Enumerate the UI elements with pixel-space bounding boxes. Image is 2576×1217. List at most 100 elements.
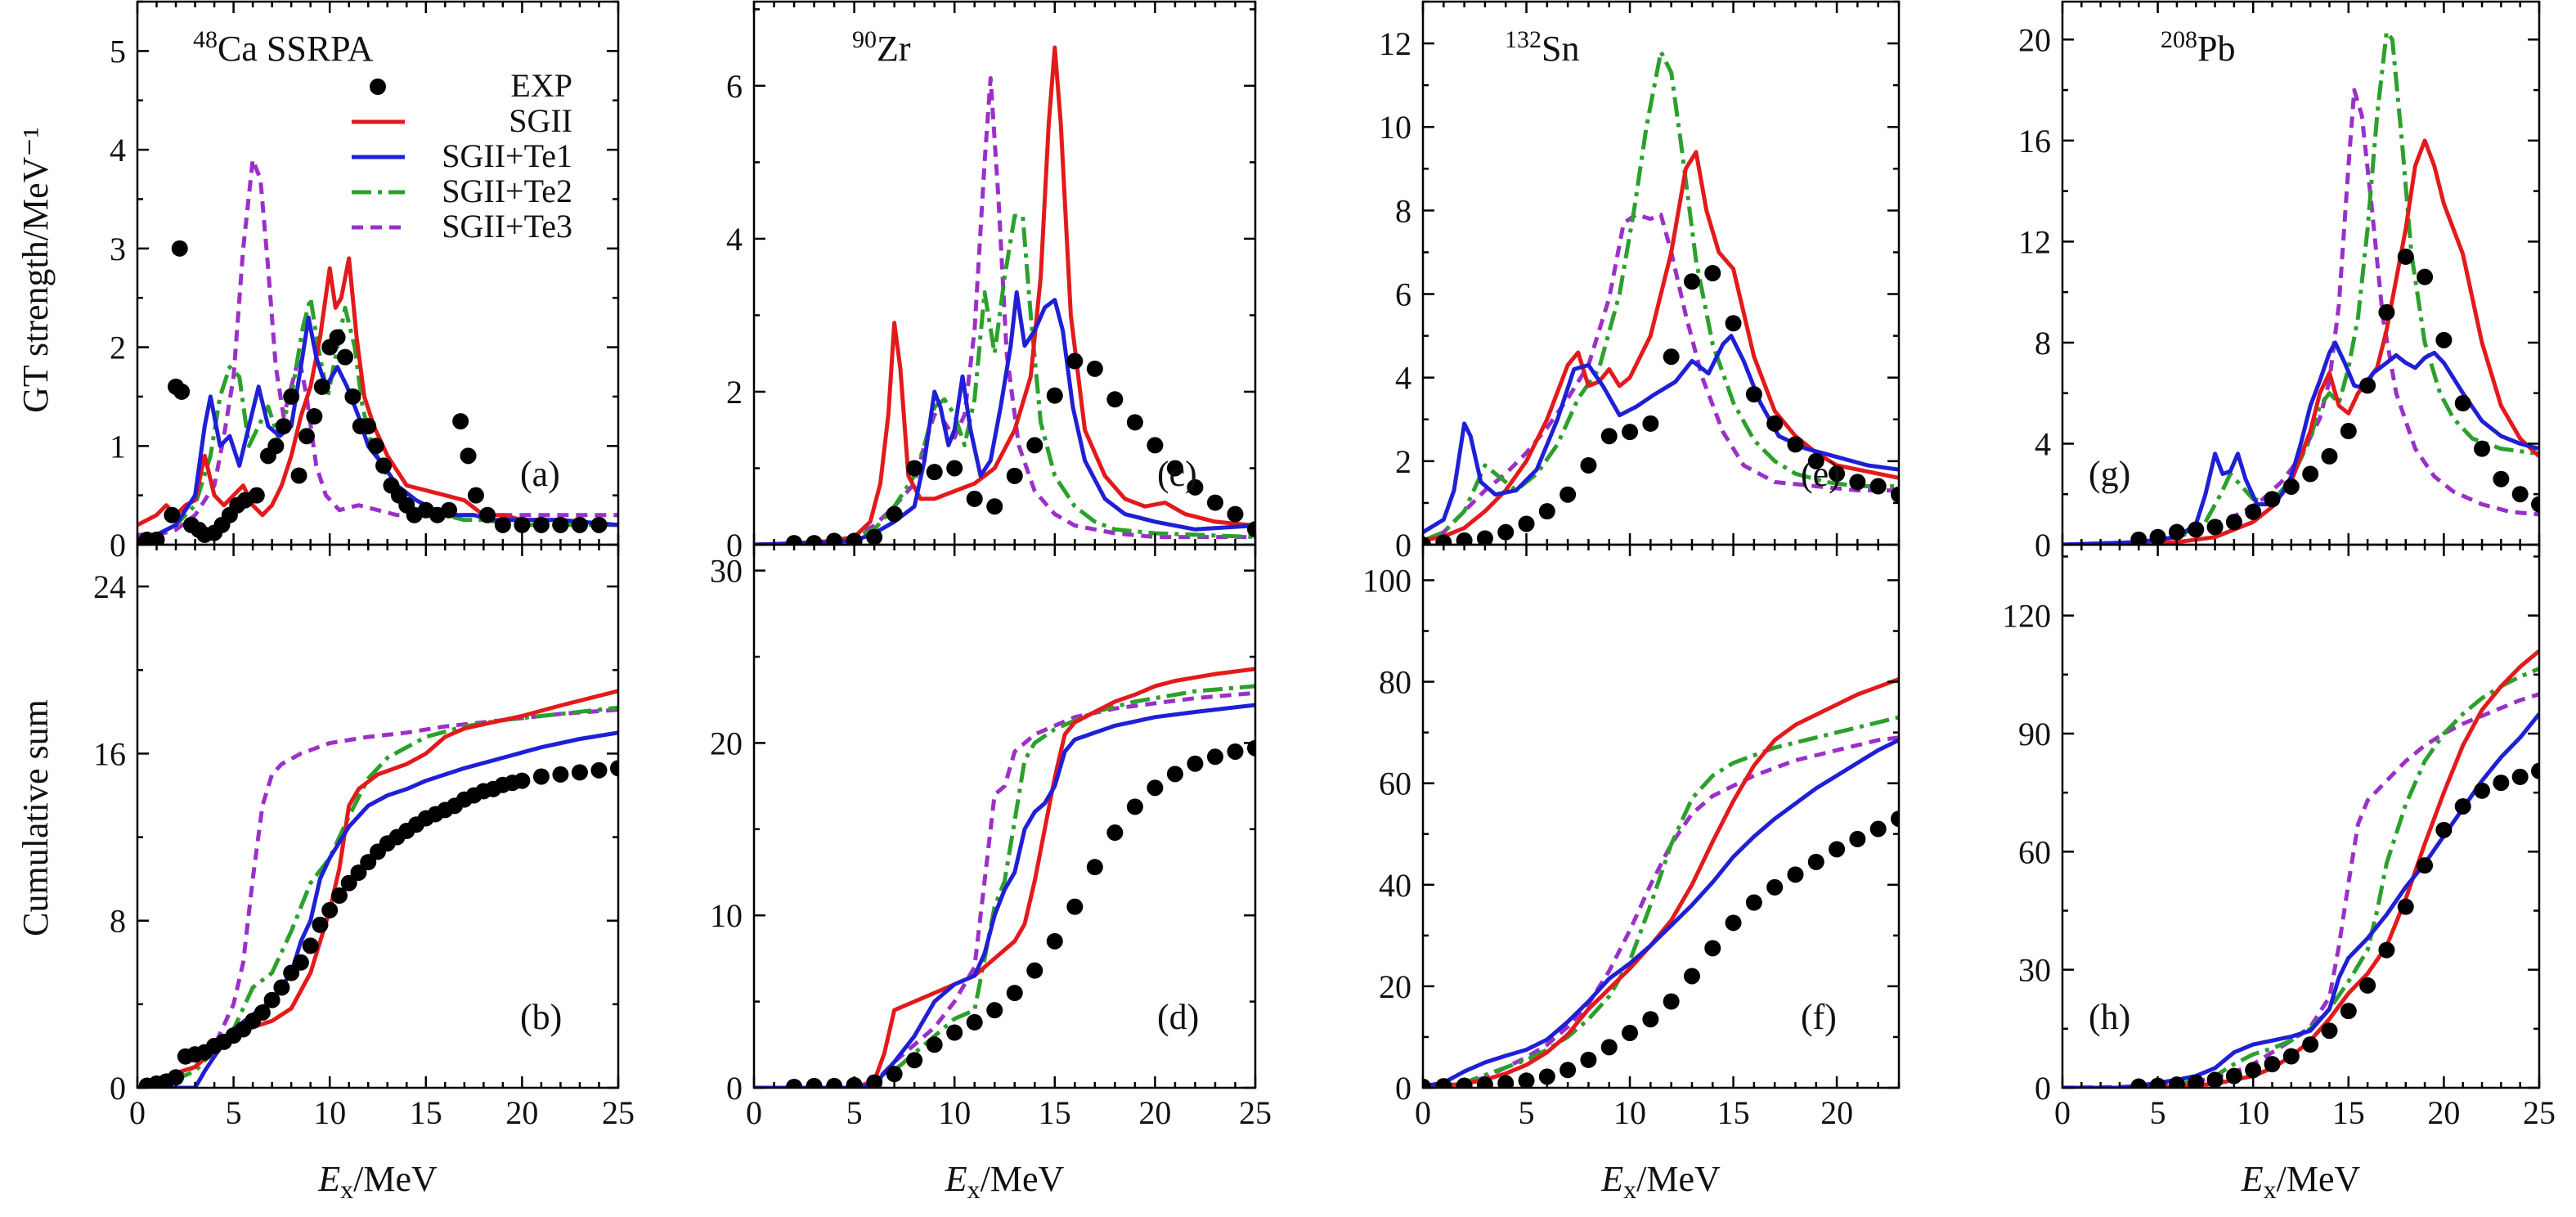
x-tick-label: 25	[1239, 1094, 1272, 1131]
data-point-exp	[1663, 993, 1680, 1010]
data-point-exp	[479, 506, 496, 523]
data-point-exp	[290, 467, 307, 484]
data-point-exp	[1006, 985, 1023, 1002]
data-point-exp	[1600, 428, 1618, 445]
data-point-exp	[467, 487, 484, 504]
y-tick-label: 0	[2035, 527, 2051, 564]
data-point-exp	[2454, 797, 2471, 815]
panel-label: (b)	[520, 997, 562, 1037]
x-tick-label: 10	[938, 1094, 971, 1131]
x-tick-label: 20	[505, 1094, 538, 1131]
data-point-exp	[452, 413, 469, 430]
data-point-exp	[1026, 437, 1043, 454]
data-point-exp	[1206, 494, 1223, 511]
data-point-exp	[1187, 478, 1204, 496]
data-point-exp	[148, 531, 165, 545]
data-point-exp	[1126, 798, 1143, 815]
data-point-exp	[441, 501, 458, 519]
x-axis-title: Ex/MeV	[1600, 1159, 1721, 1204]
data-point-exp	[1745, 386, 1762, 403]
y-tick-label: 6	[1395, 276, 1411, 313]
panel-e: 0 2 4 6 8 10 12 (e) 132Sn	[1379, 0, 1901, 564]
data-point-exp	[1869, 820, 1887, 838]
data-point-exp	[1704, 940, 1721, 957]
data-point-exp	[1766, 878, 1784, 896]
data-point-exp	[2206, 519, 2224, 536]
data-point-exp	[1745, 894, 1762, 911]
series-line-sgii-te2	[2062, 667, 2539, 1088]
panel-label: (h)	[2089, 997, 2130, 1037]
data-point-exp	[1580, 456, 1597, 474]
data-point-exp	[2474, 440, 2491, 457]
data-point-exp	[1663, 348, 1680, 366]
data-point-exp	[2397, 898, 2414, 915]
data-point-exp	[886, 505, 903, 523]
data-point-exp	[360, 418, 377, 435]
series-line-sgii-te1	[137, 315, 618, 542]
data-point-exp	[532, 768, 550, 785]
data-point-exp	[2474, 782, 2491, 799]
data-point-exp	[886, 1066, 903, 1083]
series-line-sgii-te2	[1423, 49, 1899, 543]
data-point-exp	[267, 438, 285, 455]
data-point-exp	[344, 388, 361, 405]
legend-label-sgii-te2: SGII+Te2	[442, 173, 572, 209]
data-point-exp	[1247, 739, 1255, 757]
x-axis-title: Ex/MeV	[2241, 1159, 2361, 1204]
data-point-exp	[1106, 391, 1124, 408]
data-point-exp	[2225, 514, 2242, 531]
data-point-exp	[1497, 1075, 1515, 1088]
y-tick-label: 16	[2018, 123, 2051, 159]
data-point-exp	[986, 498, 1003, 515]
data-point-exp	[2359, 377, 2376, 394]
y-tick-label: 20	[2018, 21, 2051, 58]
data-point-exp	[292, 954, 309, 971]
data-point-exp	[1518, 515, 1535, 532]
x-tick-label: 10	[313, 1094, 346, 1131]
panel-title: 132Sn	[1505, 26, 1579, 69]
plot-frame	[136, 543, 620, 1089]
data-point-exp	[2206, 1071, 2224, 1088]
series-line-sgii-te3	[2062, 88, 2539, 545]
x-tick-label: 20	[1820, 1094, 1853, 1131]
y-tick-label: 10	[1379, 109, 1411, 146]
data-point-exp	[1807, 853, 1824, 870]
data-point-exp	[2302, 1036, 2319, 1053]
data-point-exp	[1166, 766, 1183, 783]
data-point-exp	[1538, 503, 1555, 520]
data-point-exp	[2188, 1074, 2205, 1088]
series-group	[1423, 49, 1899, 545]
data-point-exp	[2511, 768, 2529, 785]
data-point-exp	[367, 438, 384, 455]
data-point-exp	[2168, 523, 2185, 541]
series-group	[754, 45, 1255, 545]
data-point-exp	[1622, 424, 1639, 441]
data-point-exp	[571, 764, 588, 781]
data-point-exp	[1423, 537, 1431, 545]
data-point-exp	[1829, 841, 1846, 858]
data-point-exp	[1476, 530, 1493, 545]
series-line-sgii-te3	[2062, 692, 2539, 1088]
x-tick-label: 20	[1138, 1094, 1171, 1131]
series-line-sgii-te2	[2062, 29, 2539, 545]
data-point-exp	[1026, 962, 1043, 979]
data-point-exp	[2340, 1003, 2357, 1020]
data-point-exp	[2321, 1022, 2338, 1040]
panel-title: 90Zr	[852, 26, 911, 69]
data-point-exp	[926, 464, 943, 481]
data-point-exp	[1423, 1078, 1431, 1088]
series-line-sgii-te3	[1423, 213, 1899, 545]
y-tick-label: 0	[726, 527, 743, 564]
data-point-exp	[1086, 859, 1103, 876]
data-point-exp	[248, 487, 265, 504]
data-point-exp	[966, 1013, 983, 1031]
data-point-exp	[1046, 932, 1063, 950]
data-point-exp	[514, 516, 531, 533]
panel-title: 208Pb	[2161, 26, 2235, 69]
data-point-exp	[590, 761, 608, 779]
data-point-exp	[273, 979, 290, 996]
series-line-sgii	[754, 45, 1255, 545]
data-point-exp	[1787, 436, 1804, 453]
series-group	[2062, 29, 2539, 545]
